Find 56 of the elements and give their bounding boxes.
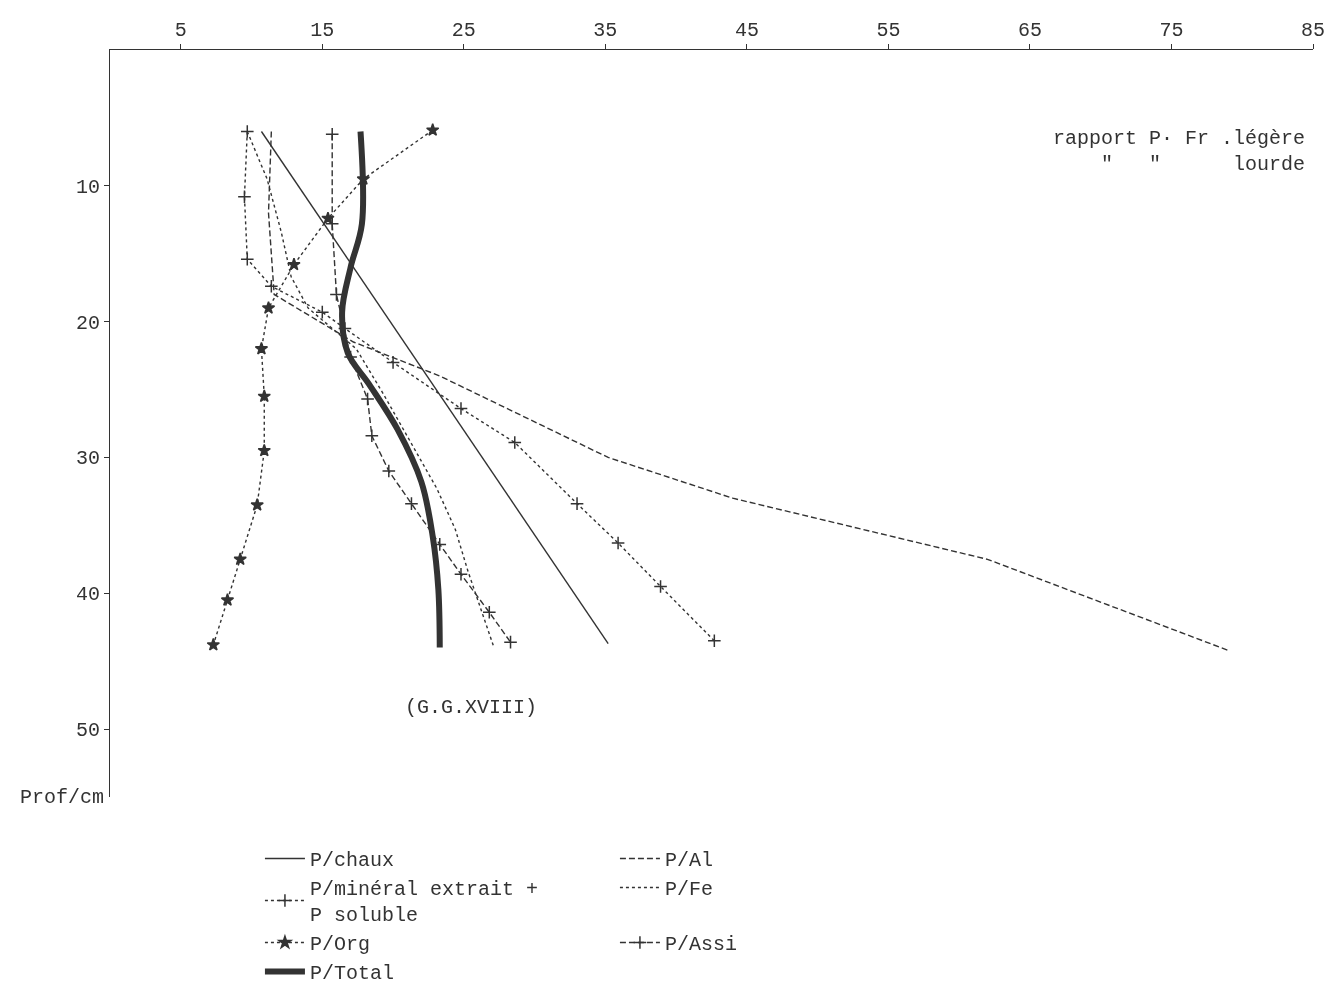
legend-label: P/Al <box>664 849 713 873</box>
y-tick-label: 10 <box>75 175 100 199</box>
point <box>360 392 375 407</box>
annotation: (G.G.XVIII) <box>405 696 538 719</box>
legend-label: P/Fe <box>664 878 713 902</box>
point <box>240 252 255 267</box>
point <box>611 535 626 551</box>
point <box>381 463 396 479</box>
x-tick-label: 5 <box>174 19 187 42</box>
legend-label: P/minéral extrait + P soluble <box>309 878 538 928</box>
y-axis-title: Prof/cm <box>20 786 105 809</box>
point <box>257 443 272 457</box>
point <box>261 301 276 314</box>
point <box>206 637 221 651</box>
point <box>264 279 279 294</box>
point <box>233 552 247 566</box>
x-tick-label: 45 <box>734 19 759 42</box>
x-tick-label: 15 <box>310 19 335 42</box>
y-tick-label: 40 <box>75 583 100 607</box>
x-tick-label: 35 <box>593 19 618 42</box>
point <box>453 401 469 416</box>
y-tick-label: 30 <box>75 447 100 471</box>
x-tick-label: 25 <box>451 19 476 42</box>
point <box>404 496 419 511</box>
x-tick-label: 85 <box>1300 19 1326 42</box>
point <box>254 341 269 355</box>
point <box>287 257 301 271</box>
legend-label: P/chaux <box>309 849 394 873</box>
point <box>653 579 668 594</box>
point <box>386 355 401 370</box>
point <box>707 633 722 648</box>
legend-label: P/Assi <box>664 933 737 957</box>
legend-label: P/Org <box>309 933 370 957</box>
y-tick-label: 20 <box>75 311 100 335</box>
x-tick-label: 55 <box>876 19 901 42</box>
point <box>237 189 252 204</box>
point <box>257 389 272 403</box>
point <box>482 605 497 620</box>
y-tick-label: 50 <box>75 719 100 743</box>
point <box>364 428 379 443</box>
point <box>315 305 330 320</box>
annotation: rapport P· Fr .légère " " lourde <box>1053 127 1306 176</box>
point <box>325 127 340 142</box>
x-tick-label: 65 <box>1017 19 1042 42</box>
point <box>250 497 264 511</box>
x-tick-label: 75 <box>1159 19 1184 42</box>
point <box>325 216 340 231</box>
point <box>453 567 469 582</box>
point <box>570 496 585 511</box>
point <box>503 635 518 650</box>
legend-label: P/Total <box>309 962 394 986</box>
point <box>507 435 522 450</box>
point <box>220 593 235 606</box>
point <box>240 124 255 139</box>
point <box>329 287 344 302</box>
point <box>425 123 440 136</box>
